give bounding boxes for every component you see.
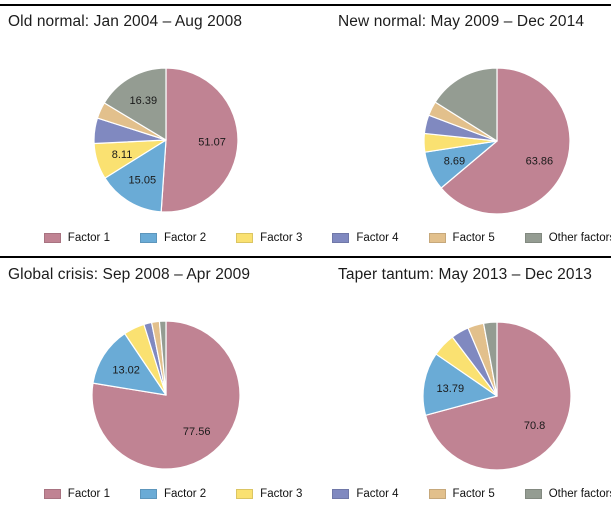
slice-value-label: 15.05: [129, 175, 157, 187]
chart-title-global-crisis: Global crisis: Sep 2008 – Apr 2009: [8, 266, 251, 283]
legend-item-factor-4: Factor 4: [332, 232, 399, 244]
slice-value-label: 13.02: [112, 364, 140, 376]
legend-label: Factor 2: [163, 232, 207, 244]
legend-swatch: [43, 489, 61, 499]
legend-row-top: Factor 1 Factor 2 Factor 3 Factor 4 Factor 5…: [0, 232, 611, 244]
slice-value-label: 70.8: [524, 420, 545, 432]
slice-value-label: 8.69: [444, 155, 465, 167]
legend-label: Factor 4: [356, 232, 399, 244]
chart-title-new-normal: New normal: May 2009 – Dec 2014: [338, 13, 585, 30]
legend-item-factor-3: Factor 3: [236, 232, 302, 244]
pie-slice-factor-1: [440, 67, 571, 215]
legend-swatch: [236, 233, 254, 243]
legend-item-factor-5: Factor 5: [428, 232, 495, 244]
pie-slice-factor-2: [104, 139, 167, 213]
legend-item-factor-2: Factor 2: [139, 488, 207, 500]
legend-label: Factor 2: [163, 488, 207, 500]
pie-slice-other-factors: [158, 320, 167, 396]
pie-chart-taper-tantum: 70.8 13.79: [422, 321, 572, 471]
legend-item-factor-2: Factor 2: [139, 232, 207, 244]
legend-label: Factor 5: [452, 488, 495, 500]
top-rule: [0, 4, 611, 6]
legend-label: Other factors: [548, 488, 611, 500]
legend-swatch: [428, 233, 446, 243]
legend-swatch: [236, 489, 254, 499]
slice-value-label: 13.79: [437, 383, 465, 395]
pie-chart-old-normal: 51.07 15.05 8.11 16.39: [93, 67, 239, 213]
legend-item-other-factors: Other factors: [524, 488, 611, 500]
legend-label: Factor 4: [356, 488, 399, 500]
legend-item-factor-4: Factor 4: [332, 488, 399, 500]
pie-slice-other-factors: [434, 67, 498, 142]
legend-label: Factor 5: [452, 232, 495, 244]
chart-title-taper-tantum: Taper tantum: May 2013 – Dec 2013: [338, 266, 593, 283]
legend-label: Factor 1: [67, 488, 110, 500]
legend-item-other-factors: Other factors: [524, 232, 611, 244]
middle-rule: [0, 256, 611, 258]
legend-item-factor-1: Factor 1: [43, 488, 110, 500]
pie-slice-factor-2: [92, 332, 167, 396]
legend-swatch: [332, 233, 350, 243]
pie-slice-other-factors: [482, 321, 498, 397]
legend-swatch: [43, 233, 61, 243]
legend-item-factor-5: Factor 5: [428, 488, 495, 500]
slice-value-label: 8.11: [112, 149, 133, 161]
legend-swatch: [428, 489, 446, 499]
pie-slice-factor-1: [91, 320, 241, 470]
pie-slice-other-factors: [103, 67, 167, 141]
slice-value-label: 77.56: [183, 426, 211, 438]
legend-swatch: [139, 233, 157, 243]
slice-value-label: 16.39: [130, 95, 158, 107]
legend-swatch: [524, 233, 542, 243]
legend-swatch: [332, 489, 350, 499]
legend-label: Factor 3: [260, 232, 303, 244]
legend-swatch: [524, 489, 542, 499]
pie-slice-factor-1: [160, 67, 239, 213]
legend-label: Factor 3: [260, 488, 303, 500]
slice-value-label: 51.07: [198, 137, 226, 149]
legend-label: Other factors: [548, 232, 611, 244]
pie-slice-factor-2: [422, 353, 498, 416]
legend-swatch: [139, 489, 157, 499]
legend-item-factor-1: Factor 1: [43, 232, 110, 244]
pie-chart-global-crisis: 77.56 13.02: [91, 320, 241, 470]
pie-chart-new-normal: 63.86 8.69: [423, 67, 571, 215]
chart-title-old-normal: Old normal: Jan 2004 – Aug 2008: [8, 13, 243, 30]
legend-item-factor-3: Factor 3: [236, 488, 302, 500]
legend-row-bottom: Factor 1 Factor 2 Factor 3 Factor 4 Factor 5…: [0, 488, 611, 500]
legend-label: Factor 1: [67, 232, 110, 244]
slice-value-label: 63.86: [526, 156, 554, 168]
pie-slice-factor-1: [424, 321, 572, 471]
